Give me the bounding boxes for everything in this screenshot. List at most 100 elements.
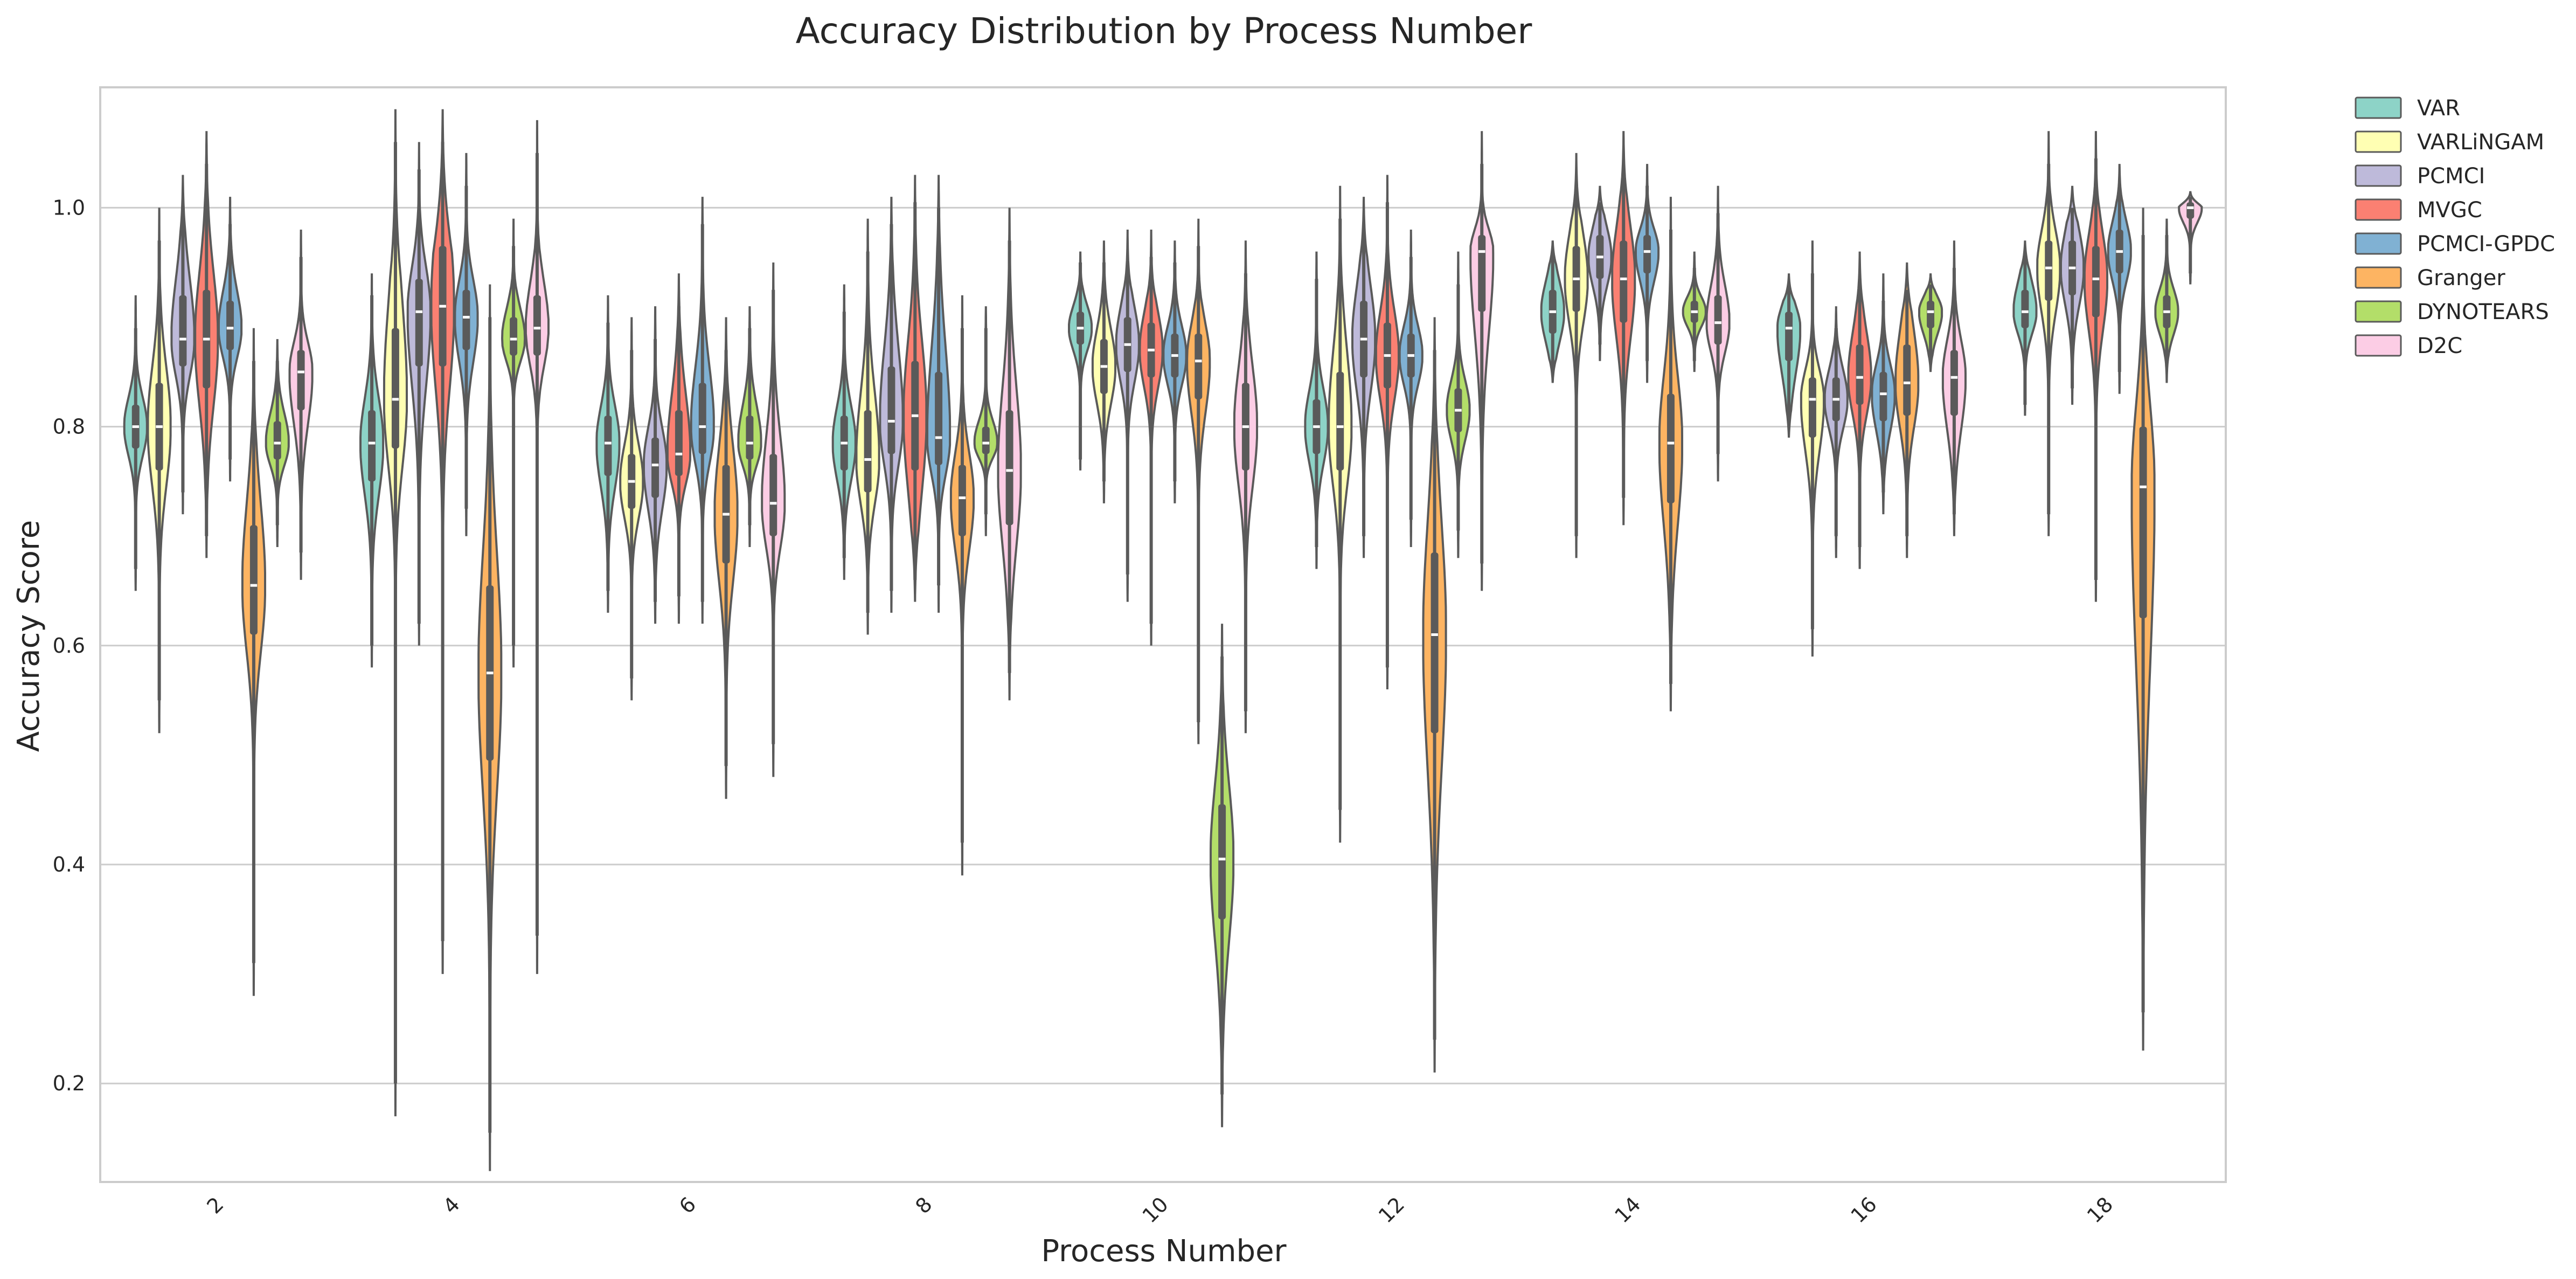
violin [1540,240,1565,383]
violin [1091,240,1116,503]
violin [1469,131,1495,591]
violin-box [462,289,470,350]
violin-box [2045,240,2053,301]
legend-label: VARLiNGAM [2417,130,2544,155]
violin [1658,197,1683,711]
violin [737,306,762,548]
violin [595,295,621,613]
violin-box [1856,344,1864,405]
violin [170,175,196,515]
violin [1587,185,1613,361]
legend-swatch [2355,266,2402,289]
violin [1162,240,1188,503]
violin [2178,191,2203,285]
violin-box [651,437,659,498]
violin [643,306,668,624]
legend-label: MVGC [2417,198,2482,223]
violin [2083,131,2108,602]
violin-box [982,426,990,454]
violin-box [1643,235,1651,274]
legend-label: PCMCI [2417,164,2485,189]
violin-box [226,301,234,350]
violin [713,317,739,799]
violin [2130,208,2156,1051]
legend-entry: PCMCI [2355,164,2485,189]
violin-box [1667,393,1675,503]
violin-box [2186,202,2195,219]
violin [2060,185,2085,405]
violin-box [864,410,872,493]
violin-box [297,350,305,411]
violin-box [746,416,754,460]
violin-box [1620,240,1628,323]
violin-box [769,454,777,536]
violin [265,339,290,548]
violin [123,295,148,591]
y-tick-label: 0.2 [53,1071,85,1095]
violin-box [675,410,683,476]
violin-box [1218,804,1226,920]
violin-box [533,295,541,356]
violin [241,328,266,996]
legend-label: VAR [2417,96,2460,121]
legend-label: PCMCI-GPDC [2417,232,2555,257]
violin [194,131,219,558]
violin [1398,229,1424,548]
violin-box [179,295,187,367]
legend-entry: DYNOTEARS [2355,300,2549,324]
violin [1705,185,1731,482]
violin [1304,251,1329,569]
violin-box [1879,372,1887,421]
violin [1800,240,1825,657]
violin-box [1195,333,1203,399]
violin [855,218,880,635]
violin [1068,251,1093,471]
legend-swatch [2355,334,2402,357]
violin [1847,251,1872,569]
legend-swatch [2355,164,2402,187]
violin-box [273,421,281,460]
violin [406,142,432,646]
chart-title: Accuracy Distribution by Process Number [796,10,1533,52]
violin-box [698,383,706,454]
violin [1611,131,1636,526]
violin-box [2092,246,2100,317]
violin [1894,262,1920,558]
legend-label: D2C [2417,334,2462,358]
violin [666,273,691,624]
violin [1233,240,1258,734]
violin [761,262,786,777]
legend-entry: D2C [2355,334,2462,358]
violin [1328,185,1353,843]
violin [690,197,715,624]
violin [383,109,408,1117]
violin [1186,218,1211,744]
violin [2012,240,2038,416]
violin [1941,240,1967,536]
violin [288,229,314,580]
violin-box [368,410,376,482]
violin [524,120,550,974]
violin-box [510,317,518,356]
violin [359,273,385,668]
legend-swatch [2355,300,2402,323]
violin-box [1950,350,1958,416]
violin-box [1431,552,1439,734]
legend-swatch [2355,130,2402,153]
y-tick-label: 0.6 [53,634,85,658]
violin-box [1478,235,1486,312]
legend: VAR VARLiNGAM PCMCI MVGC PCMCI-GPDC Granger DY… [2355,96,2555,358]
violin [1823,306,1849,558]
violin [1351,197,1377,558]
violin [1871,273,1896,515]
violin [973,306,998,536]
violin-box [2139,426,2147,619]
violin [1446,251,1471,558]
y-axis-label: Accuracy Score [11,520,46,752]
violin-box [415,279,423,367]
legend-entry: MVGC [2355,198,2482,223]
violin [1564,153,1589,558]
legend-swatch [2355,96,2402,119]
violin [1138,229,1164,646]
violin [2036,131,2061,536]
